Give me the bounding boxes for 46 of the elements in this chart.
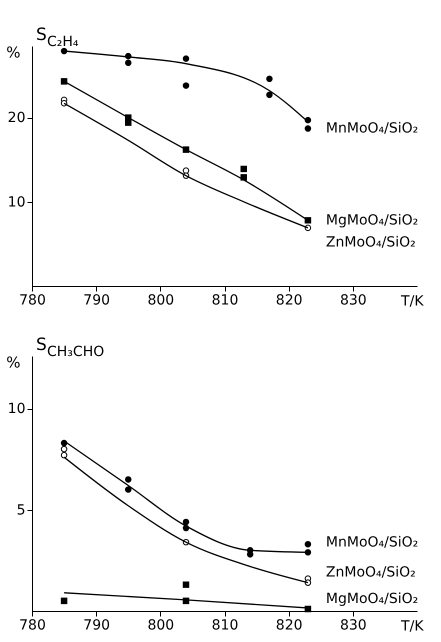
point: [125, 60, 132, 66]
x-tick-label: 780: [19, 618, 46, 634]
point: [182, 518, 190, 526]
series-label: MgMoO₄/SiO₂: [326, 591, 418, 607]
x-axis-title: T/K: [400, 294, 424, 310]
x-tick-label: 820: [276, 292, 303, 308]
point: [266, 92, 273, 98]
point: [60, 452, 68, 458]
y-axis-title: %: [6, 44, 20, 62]
series-label: ZnMoO₄/SiO₂: [326, 234, 416, 250]
x-tick-label: 820: [276, 618, 303, 634]
x-axis-title: T/K: [400, 618, 424, 634]
point: [182, 82, 190, 89]
point: [246, 551, 254, 558]
x-tick-label: 800: [147, 618, 174, 634]
series-label: MnMoO₄/SiO₂: [326, 534, 418, 550]
point: [304, 606, 312, 612]
series-label: ZnMoO₄/SiO₂: [326, 564, 416, 581]
point: [304, 125, 312, 132]
x-tick-label: 830: [340, 618, 367, 634]
point: [304, 217, 312, 224]
series-label: MgMoO₄/SiO₂: [326, 212, 418, 228]
point: [125, 486, 132, 493]
series-label: MnMoO₄/SiO₂: [326, 120, 418, 137]
x-tick-label: 810: [212, 292, 238, 308]
point: [240, 166, 247, 172]
x-tick-label: 810: [212, 618, 238, 634]
point: [182, 581, 190, 588]
x-tick-label: 830: [340, 292, 367, 308]
x-tick-label: 800: [147, 292, 174, 308]
y-tick-label: 10: [8, 194, 26, 210]
y-tick-label: 10: [8, 401, 26, 418]
point: [125, 119, 132, 126]
point: [125, 476, 132, 483]
x-tick-label: 790: [83, 618, 110, 634]
point: [266, 76, 273, 82]
x-tick-label: 780: [19, 292, 46, 308]
y-tick-label: 20: [8, 110, 26, 126]
x-tick-label: 790: [83, 292, 110, 308]
point: [60, 598, 68, 604]
point: [60, 446, 68, 452]
y-axis-title: %: [6, 354, 20, 372]
point: [304, 540, 312, 548]
y-tick-label: 5: [16, 502, 26, 518]
point: [60, 78, 68, 85]
point: [182, 55, 190, 62]
